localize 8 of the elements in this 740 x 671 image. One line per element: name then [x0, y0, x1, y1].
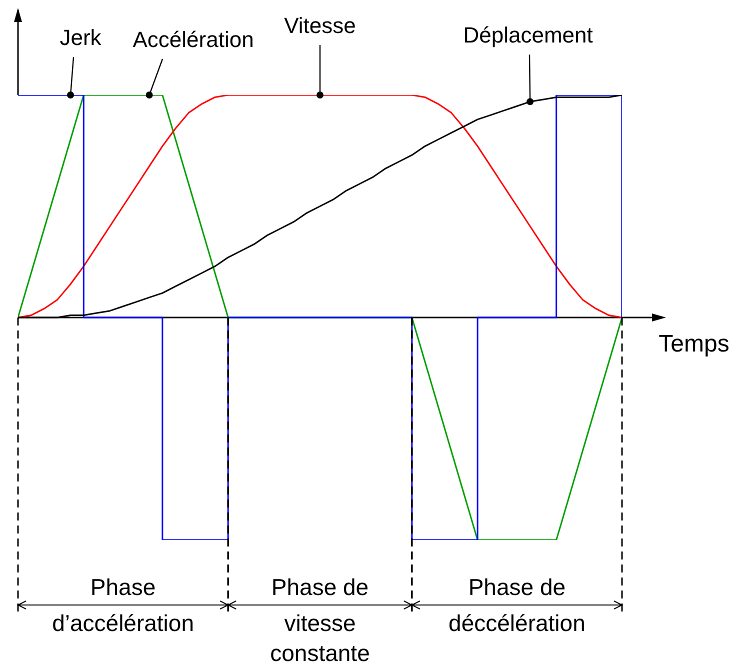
text: Phase d’accélération [52, 574, 194, 636]
text: Phase de vitesse constante [270, 574, 370, 666]
text: Phase de déccélération [448, 574, 586, 636]
series-label: Jerk [60, 25, 102, 50]
text: Déplacement [463, 22, 593, 48]
text: Vitesse [284, 13, 356, 38]
x-axis-title: Temps [658, 330, 730, 358]
series-label: Accélération [132, 27, 254, 52]
